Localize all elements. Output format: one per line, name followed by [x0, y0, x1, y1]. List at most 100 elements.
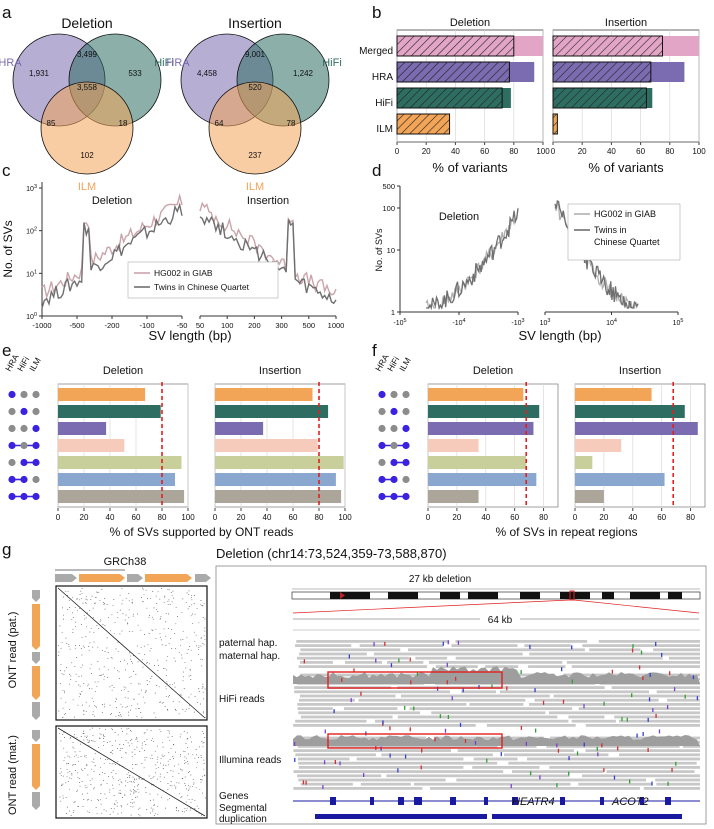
- c-ylabel: No. of SVs: [1, 220, 15, 277]
- g-mismatch: [420, 765, 422, 770]
- b-tick-label: 40: [451, 147, 460, 156]
- e-dot: [20, 407, 28, 416]
- g-dotplot-noise: [58, 587, 206, 719]
- g-read: [359, 644, 444, 647]
- g-mismatch: [692, 675, 695, 680]
- g-side-arrow: [32, 702, 40, 720]
- d-xtick-label: 104: [606, 318, 617, 327]
- g-read: [683, 745, 700, 748]
- f-tick-label: 80: [539, 513, 548, 522]
- g-read: [293, 724, 476, 727]
- f-dot: [390, 441, 398, 450]
- g-mismatch: [673, 687, 676, 692]
- g-mismatch: [647, 717, 649, 722]
- g-mismatch: [675, 761, 677, 766]
- g-mismatch: [303, 659, 306, 664]
- g-mismatch: [556, 783, 558, 788]
- g-ideogram-band: [388, 592, 418, 599]
- g-mismatch: [601, 743, 603, 748]
- g-read: [668, 656, 700, 660]
- e-facet-title: Insertion: [259, 365, 301, 377]
- g-read: [297, 745, 498, 748]
- f-bar: [428, 422, 534, 435]
- g-read: [571, 719, 616, 723]
- d-xtick-label: -104: [452, 318, 465, 327]
- e-bar: [58, 490, 185, 503]
- g-read: [298, 698, 355, 702]
- b-bar-hatched: [552, 61, 652, 83]
- f-bar: [428, 388, 524, 401]
- b-category-merged: Merged: [359, 46, 393, 57]
- g-read: [619, 753, 700, 757]
- f-dot: [390, 475, 398, 484]
- e-dot: [32, 458, 40, 467]
- g-mismatch: [696, 696, 699, 701]
- g-read: [653, 648, 700, 652]
- e-column-label: ILM: [27, 356, 43, 373]
- venn-count-hra-ilm: 64: [215, 119, 224, 128]
- e-dot: [8, 407, 16, 416]
- g-mismatch: [333, 709, 335, 714]
- g-mismatch: [389, 753, 391, 758]
- g-read: [360, 782, 411, 786]
- g-mismatch: [459, 722, 462, 727]
- g-mismatch: [363, 773, 365, 778]
- g-mismatch: [390, 663, 393, 668]
- b-bar-hatched: [552, 35, 663, 57]
- venn-count-hifi-ilm: 78: [287, 119, 296, 128]
- e-tick-label: 40: [263, 513, 272, 522]
- e-dot: [8, 424, 16, 433]
- f-dot: [390, 492, 398, 501]
- g-side-arrow: [32, 730, 40, 742]
- g-mismatch: [642, 676, 644, 681]
- g-read: [381, 753, 493, 757]
- f-bar: [428, 439, 479, 452]
- c-xtick-label: -50: [177, 321, 188, 330]
- f-bar: [428, 456, 527, 469]
- g-scale-label: 64 kb: [488, 615, 513, 626]
- venn-count-hra-ilm: 85: [47, 119, 56, 128]
- g-mismatch: [434, 737, 436, 742]
- g-ideogram-band: [630, 592, 660, 599]
- b-bar-hatched: [396, 61, 510, 83]
- g-read: [455, 640, 588, 643]
- e-facet-title: Deletion: [103, 365, 143, 377]
- g-read: [295, 719, 367, 723]
- g-mismatch: [500, 752, 502, 757]
- c-facet-deletion: -1000 -500 -200 -100 -50 Deletion: [32, 192, 188, 330]
- f-column-label: ILM: [397, 356, 413, 373]
- g-mismatch: [655, 713, 657, 718]
- g-read: [356, 757, 464, 761]
- e-tick-label: 20: [80, 513, 89, 522]
- d-series-line: [426, 208, 519, 311]
- venn-count-ilm-only: 237: [248, 151, 262, 160]
- g-read: [293, 787, 423, 790]
- e-facet-deletion: 0 20 40 60 80 100 Deletion: [56, 365, 195, 522]
- g-read: [585, 724, 700, 727]
- g-read: [614, 715, 700, 719]
- g-read: [295, 753, 376, 757]
- f-facet-title: Deletion: [473, 365, 513, 377]
- g-read: [566, 661, 700, 664]
- g-region-marker: [569, 590, 575, 601]
- g-mismatch: [454, 676, 457, 681]
- c-xtick-label: 500: [303, 321, 316, 330]
- g-mismatch: [561, 667, 563, 672]
- venn-count-hra-only: 4,458: [197, 69, 218, 78]
- g-mismatch: [389, 726, 391, 731]
- f-dot: [390, 390, 398, 399]
- panel-label-g: g: [2, 540, 11, 559]
- venn-count-hifi-ilm: 18: [119, 119, 128, 128]
- g-coverage-hifi: [293, 666, 700, 684]
- venn-count-all: 3,558: [77, 83, 98, 92]
- c-legend-label: HG002 in GIAB: [154, 268, 213, 278]
- g-read: [294, 690, 450, 694]
- g-mismatch: [562, 699, 565, 704]
- g-mismatch: [556, 743, 558, 748]
- g-mismatch: [322, 785, 324, 790]
- venn-deletion: Deletion HRA HiFi ILM 1,931 3,499 533 85 3,558 18…: [0, 15, 174, 193]
- g-mismatch: [491, 684, 493, 689]
- f-xlabel: % of SVs in repeat regions: [495, 525, 637, 539]
- f-dot: [378, 424, 386, 433]
- g-mismatch: [648, 697, 651, 702]
